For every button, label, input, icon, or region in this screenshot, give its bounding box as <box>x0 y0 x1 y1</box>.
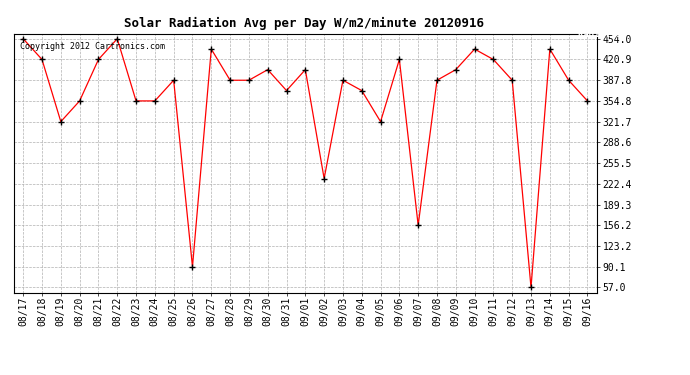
Text: Radiation  (W/m2/Minute): Radiation (W/m2/Minute) <box>578 30 690 39</box>
Text: Copyright 2012 Cartronics.com: Copyright 2012 Cartronics.com <box>19 42 165 51</box>
Text: Solar Radiation Avg per Day W/m2/minute 20120916: Solar Radiation Avg per Day W/m2/minute … <box>124 17 484 30</box>
